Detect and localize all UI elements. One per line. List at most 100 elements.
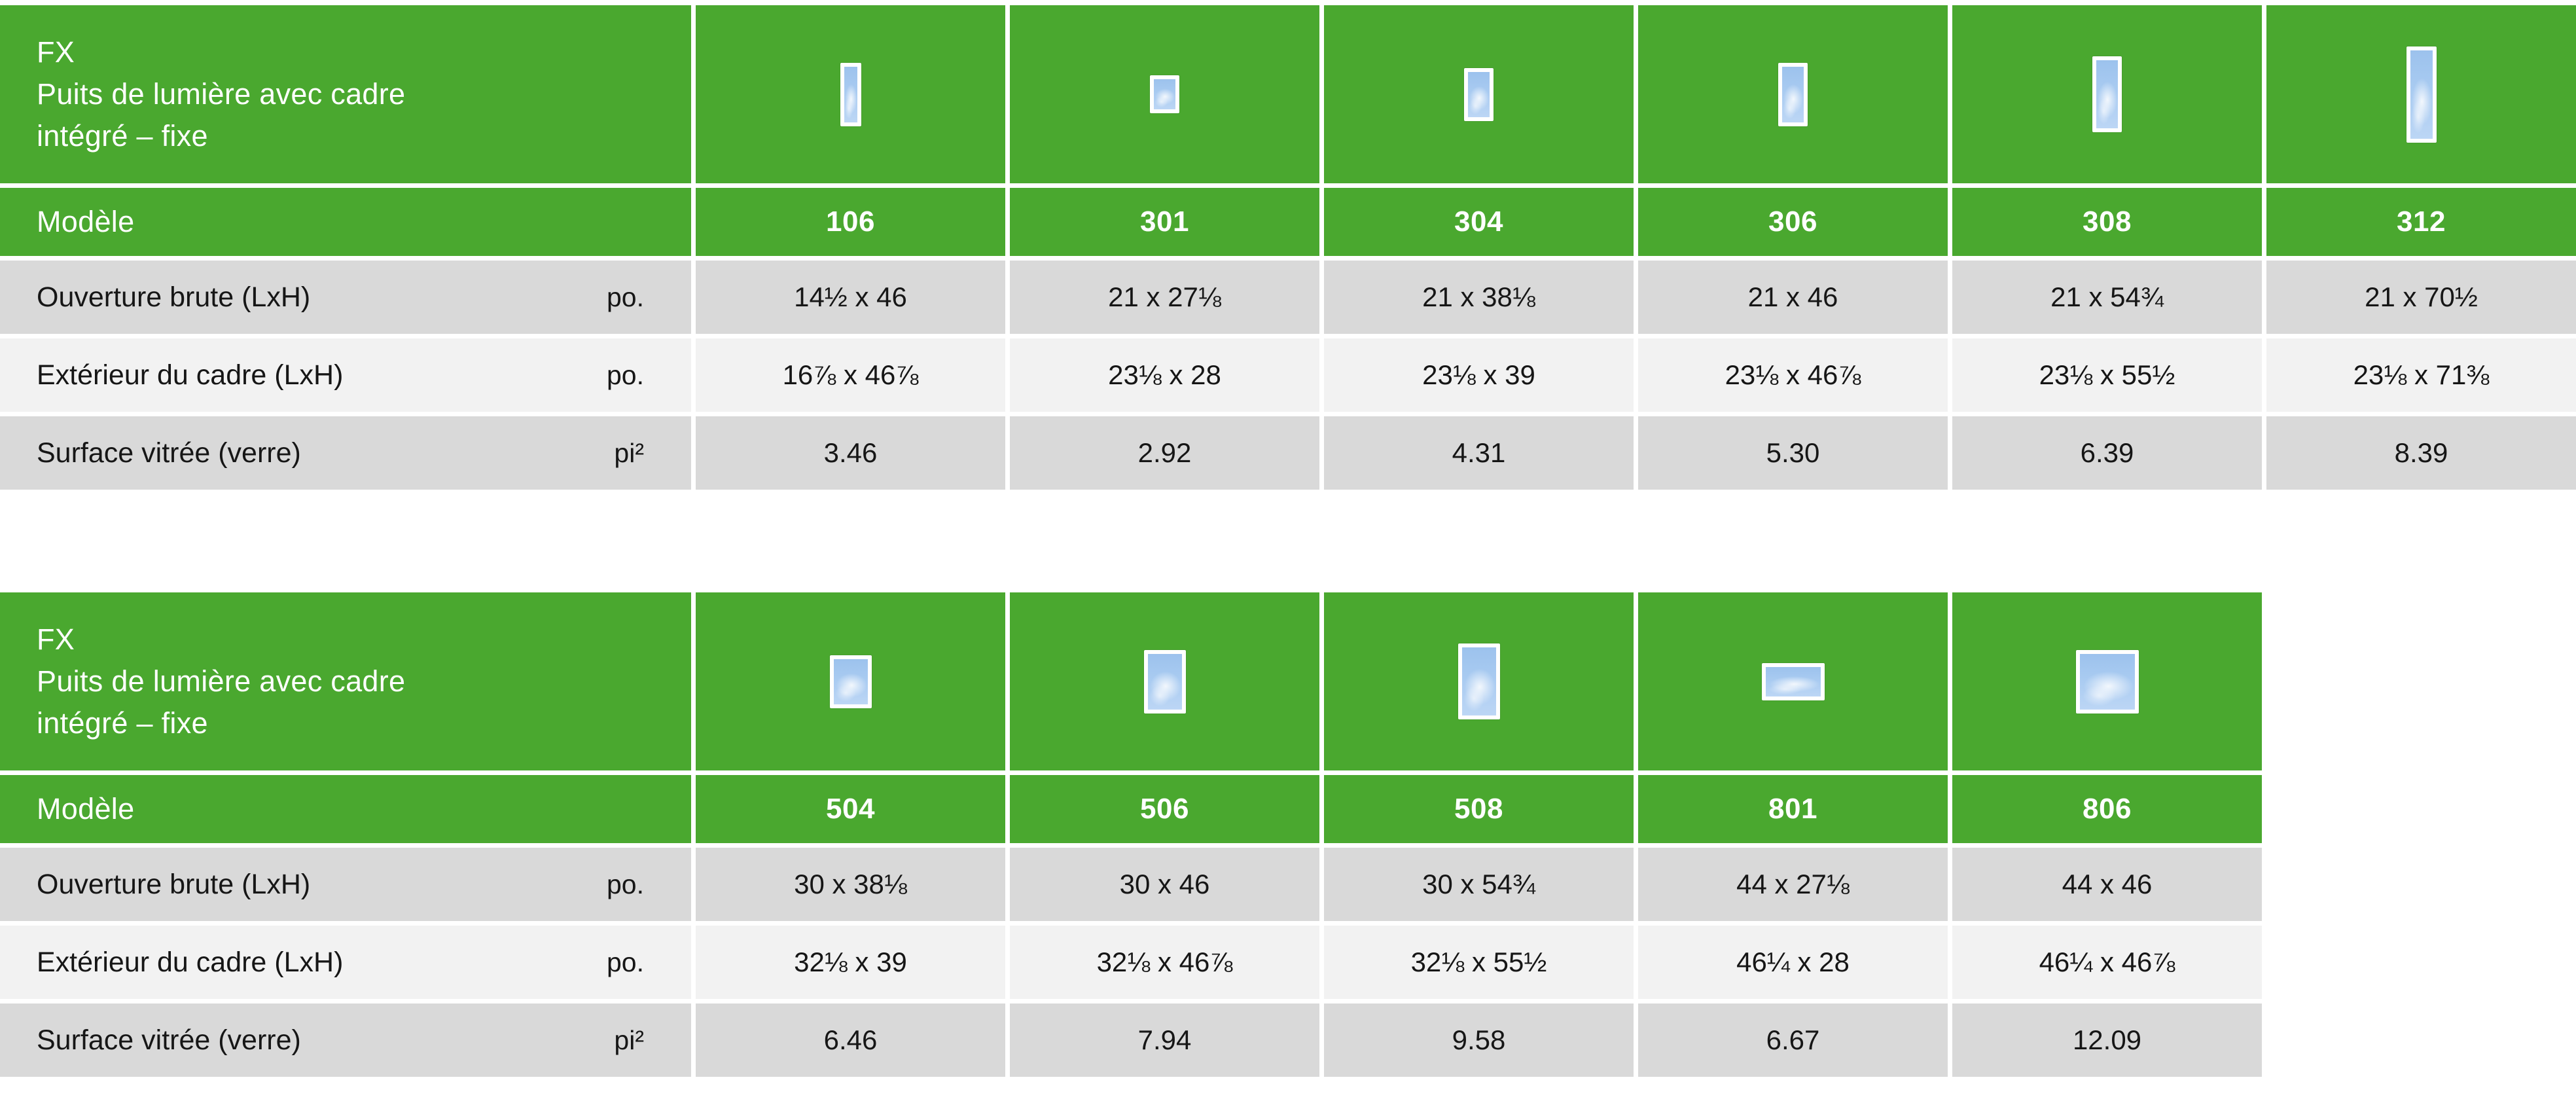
area-cell: 6.39	[1952, 416, 2262, 490]
row-label-text: Surface vitrée (verre)	[37, 437, 301, 469]
area-cell: 8.39	[2266, 416, 2576, 490]
table-title: FX Puits de lumière avec cadre intégré –…	[0, 592, 691, 770]
dimension-cell: 23⅛ x 55½	[1952, 338, 2262, 412]
skylight-window-icon	[829, 655, 872, 708]
dimension-cell: 21 x 46	[1638, 261, 1948, 334]
row-label-text: Extérieur du cadre (LxH)	[37, 359, 344, 391]
skylight-window-icon	[840, 62, 861, 126]
row-label-text: Surface vitrée (verre)	[37, 1024, 301, 1056]
area-cell: 6.67	[1638, 1004, 1948, 1077]
dimension-cell: 30 x 46	[1010, 848, 1319, 921]
model-number: 506	[1010, 775, 1319, 843]
model-304-icon-cell	[1324, 5, 1634, 183]
row-label-frame-exterior: Extérieur du cadre (LxH) po.	[0, 926, 691, 999]
row-unit: po.	[607, 947, 644, 977]
area-cell: 12.09	[1952, 1004, 2262, 1077]
skylight-window-icon	[2092, 56, 2122, 132]
model-number: 106	[696, 188, 1005, 256]
dimension-cell: 23⅛ x 46⅞	[1638, 338, 1948, 412]
row-label-glass-area: Surface vitrée (verre) pi²	[0, 416, 691, 490]
product-code: FX	[37, 35, 75, 69]
product-title-line: Puits de lumière avec cadre	[37, 77, 406, 111]
sky-glass	[2079, 653, 2135, 710]
model-number: 504	[696, 775, 1005, 843]
model-301-icon-cell	[1010, 5, 1319, 183]
spec-table-fx-1: FX Puits de lumière avec cadre intégré –…	[0, 5, 2576, 490]
model-number: 312	[2266, 188, 2576, 256]
dimension-cell: 46¼ x 28	[1638, 926, 1948, 999]
row-label-text: Extérieur du cadre (LxH)	[37, 946, 344, 978]
sky-glass	[1468, 71, 1490, 117]
sky-glass	[844, 66, 857, 122]
dimension-cell: 32⅛ x 55½	[1324, 926, 1634, 999]
sky-glass	[2096, 60, 2118, 128]
model-308-icon-cell	[1952, 5, 2262, 183]
skylight-window-icon	[1464, 67, 1494, 121]
model-504-icon-cell	[696, 592, 1005, 770]
row-unit: po.	[607, 359, 644, 390]
model-number: 801	[1638, 775, 1948, 843]
dimension-cell: 23⅛ x 71⅜	[2266, 338, 2576, 412]
dimension-cell: 44 x 46	[1952, 848, 2262, 921]
area-cell: 5.30	[1638, 416, 1948, 490]
row-unit: pi²	[614, 437, 644, 468]
skylight-window-icon	[1761, 662, 1825, 700]
model-number: 306	[1638, 188, 1948, 256]
model-801-icon-cell	[1638, 592, 1948, 770]
sky-glass	[1147, 653, 1182, 710]
model-number: 304	[1324, 188, 1634, 256]
area-cell: 6.46	[696, 1004, 1005, 1077]
model-number: 508	[1324, 775, 1634, 843]
product-title-line: intégré – fixe	[37, 118, 208, 153]
area-cell: 4.31	[1324, 416, 1634, 490]
dimension-cell: 30 x 38⅛	[696, 848, 1005, 921]
dimension-cell: 14½ x 46	[696, 261, 1005, 334]
model-number: 301	[1010, 188, 1319, 256]
table-title: FX Puits de lumière avec cadre intégré –…	[0, 5, 691, 183]
model-106-icon-cell	[696, 5, 1005, 183]
row-unit: po.	[607, 281, 644, 312]
dimension-cell: 32⅛ x 46⅞	[1010, 926, 1319, 999]
row-unit: po.	[607, 869, 644, 899]
skylight-window-icon	[2406, 46, 2437, 143]
row-label-rough-opening: Ouverture brute (LxH) po.	[0, 261, 691, 334]
dimension-cell: 23⅛ x 28	[1010, 338, 1319, 412]
row-label-text: Ouverture brute (LxH)	[37, 868, 311, 900]
model-508-icon-cell	[1324, 592, 1634, 770]
model-row-label: Modèle	[0, 188, 691, 256]
dimension-cell: 21 x 27⅛	[1010, 261, 1319, 334]
sky-glass	[1765, 666, 1821, 696]
dimension-cell: 32⅛ x 39	[696, 926, 1005, 999]
model-number: 806	[1952, 775, 2262, 843]
product-title-line: Puits de lumière avec cadre	[37, 664, 406, 698]
area-cell: 9.58	[1324, 1004, 1634, 1077]
area-cell: 3.46	[696, 416, 1005, 490]
area-cell: 7.94	[1010, 1004, 1319, 1077]
skylight-window-icon	[1150, 75, 1179, 113]
dimension-cell: 44 x 27⅛	[1638, 848, 1948, 921]
model-row-label: Modèle	[0, 775, 691, 843]
skylight-window-icon	[2075, 649, 2139, 714]
skylight-window-icon	[1458, 643, 1500, 719]
dimension-cell: 46¼ x 46⅞	[1952, 926, 2262, 999]
model-312-icon-cell	[2266, 5, 2576, 183]
model-506-icon-cell	[1010, 592, 1319, 770]
model-number: 308	[1952, 188, 2262, 256]
dimension-cell: 21 x 70½	[2266, 261, 2576, 334]
sky-glass	[1461, 647, 1496, 715]
sky-glass	[833, 659, 868, 704]
sky-glass	[2410, 50, 2433, 139]
dimension-cell: 23⅛ x 39	[1324, 338, 1634, 412]
skylight-window-icon	[1778, 62, 1808, 126]
row-label-rough-opening: Ouverture brute (LxH) po.	[0, 848, 691, 921]
dimension-cell: 21 x 38⅛	[1324, 261, 1634, 334]
row-label-glass-area: Surface vitrée (verre) pi²	[0, 1004, 691, 1077]
sky-glass	[1782, 66, 1804, 122]
sky-glass	[1154, 79, 1175, 109]
row-label-frame-exterior: Extérieur du cadre (LxH) po.	[0, 338, 691, 412]
skylight-window-icon	[1143, 649, 1186, 714]
area-cell: 2.92	[1010, 416, 1319, 490]
dimension-cell: 30 x 54¾	[1324, 848, 1634, 921]
spec-table-fx-2: FX Puits de lumière avec cadre intégré –…	[0, 592, 2576, 1077]
model-306-icon-cell	[1638, 5, 1948, 183]
